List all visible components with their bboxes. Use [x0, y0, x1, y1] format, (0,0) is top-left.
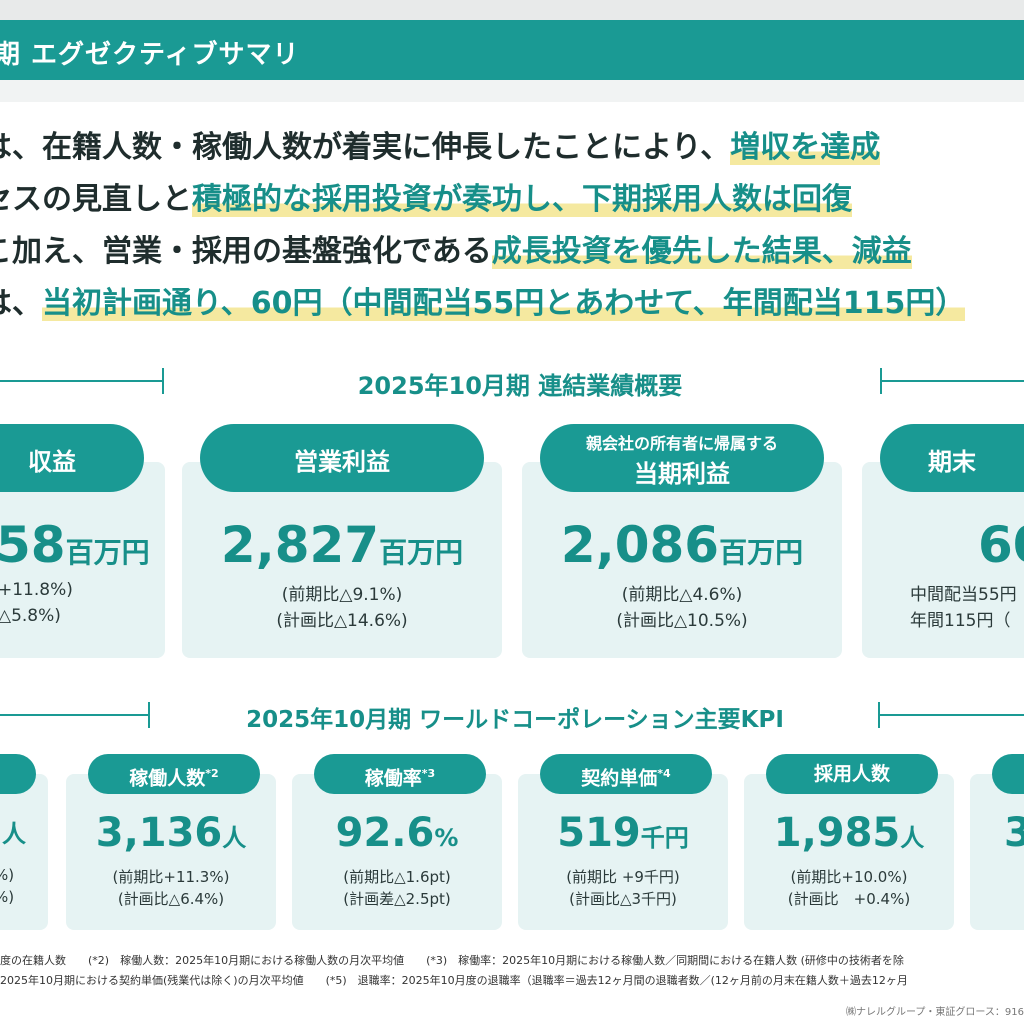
result-value-dividend: 60 [978, 516, 1024, 574]
kpi-card-turnover [970, 774, 1024, 930]
kpi-note1-headcount: %) [0, 866, 15, 884]
kpi-value-working: 3,136人 [95, 810, 247, 856]
summary-line-2-highlight: 積極的な採用投資が奏功し、下期採用人数は回復 [192, 182, 852, 217]
result-pill-revenue: 収益 [0, 424, 144, 492]
top-strip [0, 0, 1024, 20]
kpi-value-unit-price: 519千円 [557, 810, 689, 856]
result-value-operating-profit: 2,827百万円 [220, 516, 464, 574]
kpi-note1-unit-price: (前期比 +9千円) [566, 868, 680, 886]
result-pill-net-profit: 親会社の所有者に帰属する 当期利益 [540, 424, 824, 492]
kpi-note2-hiring: (計画比 +0.4%) [787, 890, 911, 908]
results-title: 2025年10月期 連結業績概要 [357, 372, 683, 400]
result-label-net-profit: 当期利益 [634, 460, 730, 488]
result-label-dividend: 期末 [928, 448, 976, 476]
summary-line-3-highlight: 成長投資を優先した結果、減益 [491, 234, 912, 269]
kpi-note1-working: (前期比+11.3%) [112, 868, 230, 886]
kpi-note2-unit-price: (計画比△3千円) [569, 890, 677, 908]
result-pill-dividend: 期末 [880, 424, 1024, 492]
result-label-revenue: 収益 [28, 448, 76, 476]
summary-line-1-highlight: 増収を達成 [730, 130, 881, 165]
kpi-pill-turnover [992, 754, 1024, 794]
kpi-card-headcount [0, 774, 48, 930]
copyright: ㈱ナレルグループ・東証グロース：916 [846, 1007, 1024, 1018]
result-card-dividend [862, 462, 1024, 658]
summary-line-2-text: セスの見直しと [0, 182, 192, 217]
kpi-pill-working: 稼働人数*2 [88, 754, 260, 794]
result-note1-net-profit: (前期比△4.6%) [621, 585, 743, 605]
kpi-note2-working: (計画比△6.4%) [117, 890, 225, 908]
summary-line-4-highlight: 当初計画通り、60円（中間配当55円とあわせて、年間配当115円） [42, 286, 966, 321]
kpi-note2-utilization: (計画差△2.5pt) [343, 890, 451, 908]
kpi-value-turnover: 3 [1004, 810, 1024, 856]
kpi-note2-headcount: %) [0, 888, 15, 906]
result-value-net-profit: 2,086百万円 [560, 516, 804, 574]
kpi-pill-unit-price: 契約単価*4 [540, 754, 712, 794]
kpi-tick-left [148, 702, 150, 728]
summary-line-4: は、当初計画通り、60円（中間配当55円とあわせて、年間配当115円） [0, 278, 966, 322]
header-bar: 期 エグゼクティブサマリ [0, 20, 1024, 80]
summary-line-3-text: こ加え、営業・採用の基盤強化である [0, 234, 492, 269]
results-rule-left [0, 380, 164, 382]
result-note1-revenue: +11.8%) [0, 580, 73, 600]
result-sublabel-net-profit: 親会社の所有者に帰属する [585, 434, 778, 453]
kpi-title: 2025年10月期 ワールドコーポレーション主要KPI [246, 707, 784, 733]
result-pill-operating-profit: 営業利益 [200, 424, 484, 492]
results-rule-right [880, 380, 1024, 382]
kpi-note1-utilization: (前期比△1.6pt) [343, 868, 451, 886]
summary-line-1-text: は、在籍人数・稼働人数が着実に伸長したことにより、 [0, 130, 731, 165]
kpi-card-unit-price [518, 774, 728, 930]
kpi-value-headcount: 人 [2, 820, 26, 848]
result-note1-operating-profit: (前期比△9.1%) [281, 585, 403, 605]
result-note1-dividend: 中間配当55円 [910, 585, 1017, 605]
summary-line-4-text: は、 [0, 286, 42, 321]
result-card-net-profit [522, 462, 842, 658]
summary-line-2: セスの見直しと積極的な採用投資が奏功し、下期採用人数は回復 [0, 174, 852, 218]
kpi-value-hiring: 1,985人 [773, 810, 925, 856]
header-gap [0, 80, 1024, 102]
kpi-note1-hiring: (前期比+10.0%) [790, 868, 908, 886]
results-tick-left [162, 368, 164, 394]
kpi-pill-headcount [0, 754, 36, 794]
kpi-pill-utilization: 稼働率*3 [314, 754, 486, 794]
result-value-revenue: 58百万円 [0, 516, 150, 574]
kpi-value-utilization: 92.6% [335, 810, 459, 856]
footnote-line-2: 2025年10月期における契約単価(残業代は除く)の月次平均値 (*5) 退職率… [0, 974, 908, 987]
result-note2-operating-profit: (計画比△14.6%) [276, 611, 408, 631]
kpi-pill-hiring: 採用人数 [766, 754, 938, 794]
result-label-operating-profit: 営業利益 [294, 448, 390, 476]
result-note2-net-profit: (計画比△10.5%) [616, 611, 748, 631]
kpi-card-working [66, 774, 276, 930]
kpi-card-hiring [744, 774, 954, 930]
kpi-rule-right [878, 714, 1024, 716]
result-card-revenue [0, 462, 165, 658]
summary-line-3: こ加え、営業・採用の基盤強化である成長投資を優先した結果、減益 [0, 226, 912, 270]
page-title: 期 エグゼクティブサマリ [0, 40, 300, 70]
kpi-card-utilization [292, 774, 502, 930]
summary-line-1: は、在籍人数・稼働人数が着実に伸長したことにより、増収を達成 [0, 122, 881, 166]
result-note2-dividend: 年間115円（ [910, 611, 1011, 631]
kpi-rule-left [0, 714, 150, 716]
result-card-operating-profit [182, 462, 502, 658]
result-note2-revenue: △5.8%) [0, 606, 61, 626]
footnote-line-1: 度の在籍人数 (*2) 稼働人数：2025年10月期における稼働人数の月次平均値… [0, 954, 904, 967]
